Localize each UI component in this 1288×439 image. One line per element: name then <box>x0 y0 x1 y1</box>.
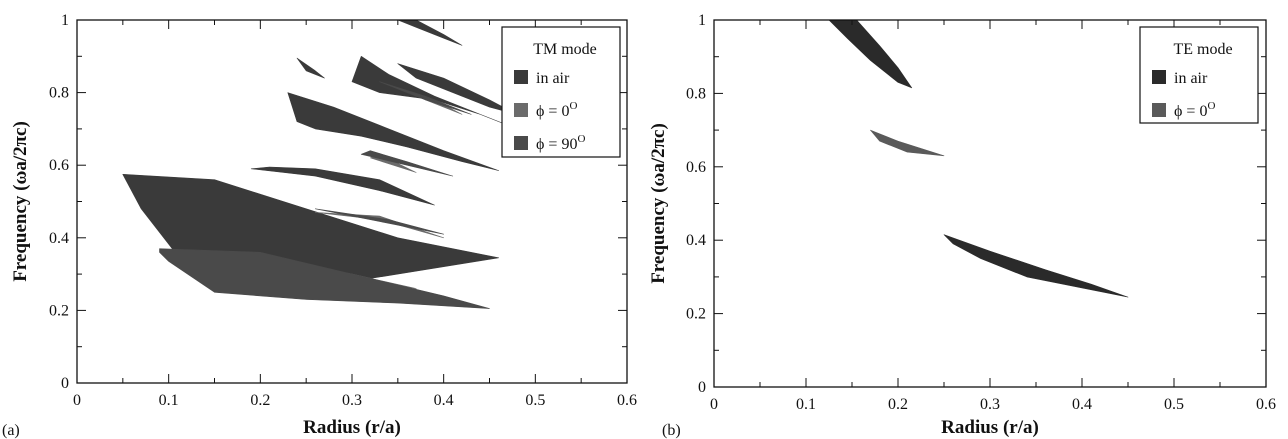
chart-panel-b: 0 0.1 0.2 0.3 0.4 0.5 0.6 0 0.2 0.4 0.6 0.8 1 Radius … <box>648 12 1276 439</box>
legend-entry-label: in air <box>536 70 570 87</box>
band-region-3-1 <box>159 248 490 309</box>
y-tick-label: 1 <box>698 12 706 29</box>
legend-entry-label: ϕ = 0O <box>536 100 577 120</box>
band-region-2-1 <box>870 129 945 157</box>
x-tick-label: 0.5 <box>525 392 545 409</box>
band-region-1-4 <box>351 55 518 130</box>
y-tick-label: 0.6 <box>49 157 69 174</box>
x-tick-label: 0.1 <box>796 396 816 413</box>
chart-panel-a: 0 0.1 0.2 0.3 0.4 0.5 0.6 0 0.2 0.4 0.6 0.8 1 Radius … <box>2 12 637 439</box>
x-tick-label: 0.6 <box>1256 396 1276 413</box>
y-tick-label: 1 <box>61 12 69 29</box>
x-tick-label: 0.6 <box>617 392 637 409</box>
x-tick-label: 0.2 <box>250 392 270 409</box>
band-region-3-4 <box>379 81 472 115</box>
degree-superscript: O <box>1207 100 1215 112</box>
y-tick-label: 0 <box>61 375 69 392</box>
y-tick-label: 0 <box>698 379 706 396</box>
degree-superscript: O <box>569 100 577 112</box>
legend-swatch <box>514 136 528 150</box>
x-axis-title: Radius (r/a) <box>941 417 1039 438</box>
band-region-1-7 <box>296 57 325 79</box>
band-region-1-3 <box>287 92 500 171</box>
band-region-3-2 <box>314 208 445 235</box>
x-tick-label: 0.1 <box>159 392 179 409</box>
legend-entry-label: ϕ = 90O <box>536 133 585 153</box>
x-tick-label: 0.4 <box>1072 396 1092 413</box>
degree-superscript: O <box>577 133 585 145</box>
panel-label: (b) <box>662 422 681 439</box>
legend-swatch <box>1152 103 1166 117</box>
band-region-1-1 <box>828 19 913 89</box>
band-region-1-2 <box>943 234 1129 298</box>
band-region-1-2 <box>250 166 435 206</box>
y-axis-title: Frequency (ωa/2πc) <box>10 121 31 282</box>
x-tick-label: 0.5 <box>1164 396 1184 413</box>
x-tick-label: 0.3 <box>980 396 1000 413</box>
panel-label: (a) <box>2 422 20 439</box>
legend: TM mode in air ϕ = 0O ϕ = 90O <box>501 26 621 158</box>
x-tick-label: 0.3 <box>342 392 362 409</box>
legend: TE mode in air ϕ = 0O <box>1139 26 1259 124</box>
legend-swatch <box>1152 70 1166 84</box>
y-tick-label: 0.4 <box>686 232 706 249</box>
y-tick-label: 0.8 <box>686 85 706 102</box>
legend-entry-label: ϕ = 0O <box>1174 100 1215 120</box>
y-tick-label: 0.8 <box>49 85 69 102</box>
x-tick-label: 0 <box>710 396 718 413</box>
y-tick-label: 0.2 <box>686 306 706 323</box>
legend-swatch <box>514 70 528 84</box>
x-axis-title: Radius (r/a) <box>303 417 401 438</box>
x-tick-label: 0.4 <box>434 392 454 409</box>
y-tick-label: 0.2 <box>49 302 69 319</box>
y-axis-title: Frequency (ωa/2πc) <box>648 123 669 284</box>
legend-entry-label: in air <box>1174 70 1208 87</box>
band-region-1-5 <box>397 19 463 46</box>
band-region-3-3 <box>360 150 454 177</box>
legend-title: TM mode <box>533 41 597 58</box>
y-tick-label: 0.4 <box>49 230 69 247</box>
y-tick-label: 0.6 <box>686 159 706 176</box>
legend-title: TE mode <box>1173 41 1232 58</box>
x-tick-label: 0.2 <box>888 396 908 413</box>
legend-box <box>501 26 621 158</box>
x-tick-label: 0 <box>73 392 81 409</box>
legend-swatch <box>514 103 528 117</box>
